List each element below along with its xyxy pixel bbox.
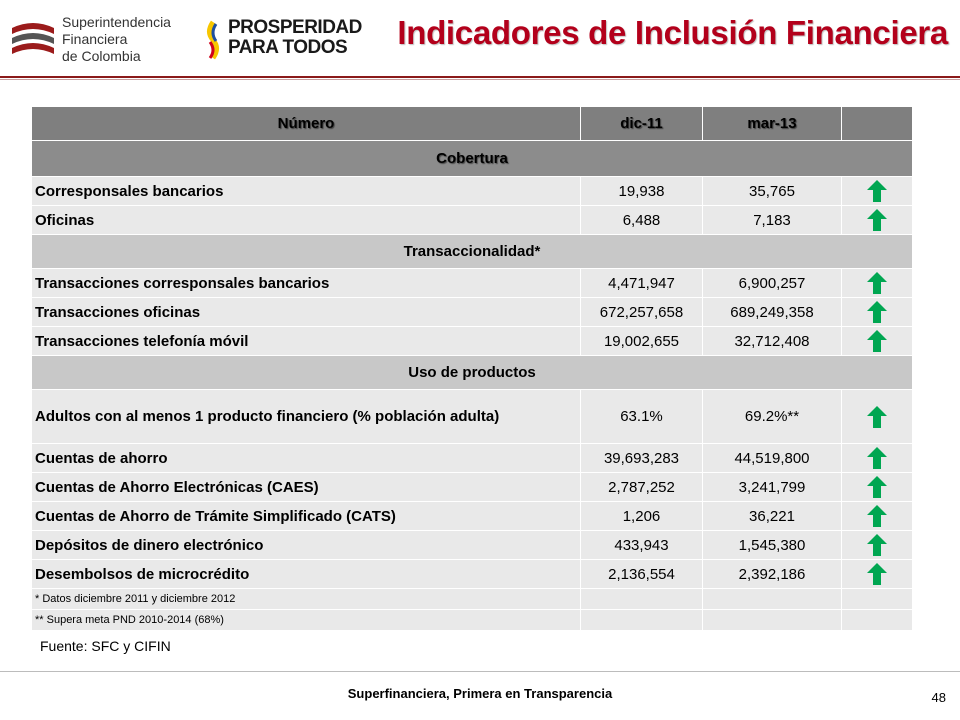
up-arrow-icon bbox=[867, 405, 887, 428]
section-title: Cobertura bbox=[31, 140, 913, 177]
value-mar13: 6,900,257 bbox=[702, 268, 842, 298]
row-label: Cuentas de Ahorro de Trámite Simplificad… bbox=[31, 501, 581, 531]
table-row: Desembolsos de microcrédito 2,136,554 2,… bbox=[31, 559, 913, 589]
sfc-logo-line: Superintendencia bbox=[62, 14, 171, 30]
page-number: 48 bbox=[931, 690, 946, 705]
value-dic11: 19,938 bbox=[580, 176, 703, 206]
value-mar13: 69.2%** bbox=[702, 389, 842, 444]
up-arrow-icon bbox=[867, 330, 887, 352]
indicators-table: Número dic-11 mar-13 Cobertura Correspon… bbox=[31, 106, 913, 631]
table-row: Cuentas de Ahorro de Trámite Simplificad… bbox=[31, 501, 913, 531]
table-header-row: Número dic-11 mar-13 bbox=[31, 106, 913, 141]
up-arrow-icon bbox=[867, 476, 887, 498]
footnote: * Datos diciembre 2011 y diciembre 2012 bbox=[31, 588, 581, 610]
column-header bbox=[841, 106, 913, 141]
value-dic11: 2,136,554 bbox=[580, 559, 703, 589]
value-mar13: 32,712,408 bbox=[702, 326, 842, 356]
column-header: dic-11 bbox=[580, 106, 703, 141]
row-label: Transacciones telefonía móvil bbox=[31, 326, 581, 356]
value-mar13: 689,249,358 bbox=[702, 297, 842, 327]
value-dic11: 433,943 bbox=[580, 530, 703, 560]
footer-divider bbox=[0, 671, 960, 672]
footnote: ** Supera meta PND 2010-2014 (68%) bbox=[31, 609, 581, 631]
up-arrow-icon bbox=[867, 563, 887, 585]
value-dic11: 2,787,252 bbox=[580, 472, 703, 502]
sfc-logo: Superintendencia Financiera de Colombia bbox=[8, 12, 176, 66]
row-label: Transacciones oficinas bbox=[31, 297, 581, 327]
sfc-logo-line: de Colombia bbox=[62, 48, 141, 64]
section-title: Uso de productos bbox=[31, 355, 913, 390]
colombia-flag-icon bbox=[207, 20, 219, 60]
column-header: mar-13 bbox=[702, 106, 842, 141]
row-label: Corresponsales bancarios bbox=[31, 176, 581, 206]
table-row: Depósitos de dinero electrónico 433,943 … bbox=[31, 530, 913, 560]
value-dic11: 672,257,658 bbox=[580, 297, 703, 327]
up-arrow-icon bbox=[867, 209, 887, 231]
table-row: Transacciones corresponsales bancarios 4… bbox=[31, 268, 913, 298]
table-row: Oficinas 6,488 7,183 bbox=[31, 205, 913, 235]
prosperidad-logo-line: PARA TODOS bbox=[228, 37, 348, 58]
value-dic11: 63.1% bbox=[580, 389, 703, 444]
value-mar13: 36,221 bbox=[702, 501, 842, 531]
header-divider-shadow bbox=[0, 79, 960, 80]
sfc-logo-line: Financiera bbox=[62, 31, 128, 47]
row-label: Desembolsos de microcrédito bbox=[31, 559, 581, 589]
prosperidad-logo-text: PROSPERIDAD PARA TODOS bbox=[228, 18, 362, 58]
note-row: ** Supera meta PND 2010-2014 (68%) bbox=[31, 609, 913, 631]
row-label: Depósitos de dinero electrónico bbox=[31, 530, 581, 560]
value-dic11: 4,471,947 bbox=[580, 268, 703, 298]
source-note: Fuente: SFC y CIFIN bbox=[40, 638, 171, 654]
value-dic11: 1,206 bbox=[580, 501, 703, 531]
value-mar13: 44,519,800 bbox=[702, 443, 842, 473]
row-label: Transacciones corresponsales bancarios bbox=[31, 268, 581, 298]
section-header-row: Cobertura bbox=[31, 140, 913, 177]
header-divider bbox=[0, 76, 960, 78]
table-row: Corresponsales bancarios 19,938 35,765 bbox=[31, 176, 913, 206]
table-row: Cuentas de ahorro 39,693,283 44,519,800 bbox=[31, 443, 913, 473]
page-title: Indicadores de Inclusión Financiera bbox=[397, 14, 948, 51]
section-header-row: Transaccionalidad* bbox=[31, 234, 913, 269]
value-mar13: 3,241,799 bbox=[702, 472, 842, 502]
value-mar13: 1,545,380 bbox=[702, 530, 842, 560]
value-mar13: 7,183 bbox=[702, 205, 842, 235]
footer-slogan: Superfinanciera, Primera en Transparenci… bbox=[347, 686, 613, 701]
up-arrow-icon bbox=[867, 534, 887, 556]
section-title: Transaccionalidad* bbox=[31, 234, 913, 269]
prosperidad-logo-line: PROSPERIDAD bbox=[228, 17, 362, 38]
sfc-emblem-icon bbox=[12, 23, 54, 54]
section-header-row: Uso de productos bbox=[31, 355, 913, 390]
value-mar13: 2,392,186 bbox=[702, 559, 842, 589]
row-label: Cuentas de Ahorro Electrónicas (CAES) bbox=[31, 472, 581, 502]
up-arrow-icon bbox=[867, 505, 887, 527]
value-dic11: 19,002,655 bbox=[580, 326, 703, 356]
value-dic11: 39,693,283 bbox=[580, 443, 703, 473]
up-arrow-icon bbox=[867, 272, 887, 294]
table-row: Transacciones oficinas 672,257,658 689,2… bbox=[31, 297, 913, 327]
up-arrow-icon bbox=[867, 180, 887, 202]
value-mar13: 35,765 bbox=[702, 176, 842, 206]
table-row: Transacciones telefonía móvil 19,002,655… bbox=[31, 326, 913, 356]
row-label: Adultos con al menos 1 producto financie… bbox=[31, 389, 581, 444]
note-row: * Datos diciembre 2011 y diciembre 2012 bbox=[31, 588, 913, 610]
table-row: Cuentas de Ahorro Electrónicas (CAES) 2,… bbox=[31, 472, 913, 502]
row-label: Cuentas de ahorro bbox=[31, 443, 581, 473]
column-header: Número bbox=[31, 106, 581, 141]
up-arrow-icon bbox=[867, 447, 887, 469]
up-arrow-icon bbox=[867, 301, 887, 323]
table-row: Adultos con al menos 1 producto financie… bbox=[31, 389, 913, 444]
sfc-logo-text: Superintendencia Financiera de Colombia bbox=[62, 14, 171, 65]
prosperidad-logo: PROSPERIDAD PARA TODOS bbox=[204, 18, 362, 62]
row-label: Oficinas bbox=[31, 205, 581, 235]
value-dic11: 6,488 bbox=[580, 205, 703, 235]
